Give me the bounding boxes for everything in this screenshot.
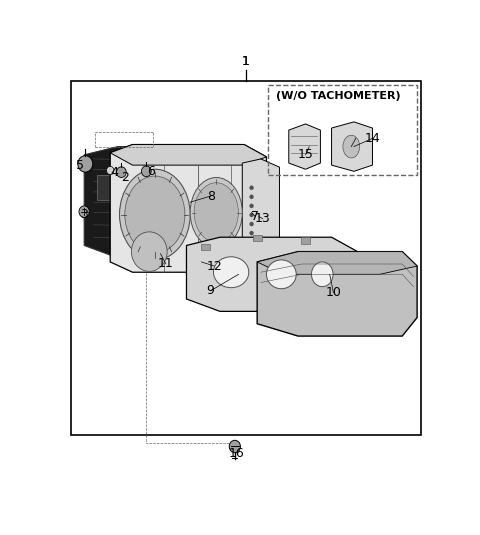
Circle shape xyxy=(229,440,240,453)
Polygon shape xyxy=(110,144,266,165)
Polygon shape xyxy=(242,159,279,254)
Ellipse shape xyxy=(120,169,190,260)
Ellipse shape xyxy=(125,176,185,253)
Text: 8: 8 xyxy=(207,189,215,203)
Text: 7: 7 xyxy=(252,210,259,223)
Bar xyxy=(142,178,179,207)
Text: 5: 5 xyxy=(76,159,84,172)
Text: 15: 15 xyxy=(298,148,313,162)
Text: 4: 4 xyxy=(110,166,118,179)
Text: 12: 12 xyxy=(206,259,222,272)
Polygon shape xyxy=(110,144,266,272)
Bar xyxy=(252,235,262,241)
Bar xyxy=(301,237,310,244)
Bar xyxy=(71,81,421,435)
Circle shape xyxy=(250,222,253,226)
Text: 6: 6 xyxy=(147,165,155,178)
Ellipse shape xyxy=(194,183,239,242)
Ellipse shape xyxy=(266,260,296,289)
Text: 3: 3 xyxy=(80,208,88,221)
Text: 9: 9 xyxy=(207,284,215,297)
Ellipse shape xyxy=(214,257,249,288)
Text: 1: 1 xyxy=(242,55,250,68)
Text: (W/O TACHOMETER): (W/O TACHOMETER) xyxy=(276,91,400,101)
Ellipse shape xyxy=(343,135,360,158)
Polygon shape xyxy=(257,251,417,274)
Bar xyxy=(268,85,417,175)
Polygon shape xyxy=(84,147,242,258)
Bar xyxy=(190,178,220,204)
Text: 1: 1 xyxy=(242,55,250,68)
Circle shape xyxy=(79,206,89,217)
Polygon shape xyxy=(289,124,321,169)
Text: 14: 14 xyxy=(365,132,380,145)
Circle shape xyxy=(107,166,114,174)
Text: 11: 11 xyxy=(158,257,174,271)
Bar xyxy=(216,180,237,229)
Circle shape xyxy=(250,186,253,190)
Bar xyxy=(97,175,127,200)
Polygon shape xyxy=(186,237,358,311)
Circle shape xyxy=(250,195,253,199)
Ellipse shape xyxy=(312,262,333,287)
Text: 13: 13 xyxy=(255,212,271,225)
Circle shape xyxy=(250,231,253,235)
Circle shape xyxy=(250,213,253,217)
Text: 2: 2 xyxy=(121,171,129,184)
Circle shape xyxy=(250,204,253,208)
Ellipse shape xyxy=(190,178,242,248)
Bar xyxy=(201,244,210,250)
Text: 10: 10 xyxy=(325,286,341,299)
Circle shape xyxy=(142,166,151,177)
Polygon shape xyxy=(332,122,372,171)
Polygon shape xyxy=(257,251,417,336)
Circle shape xyxy=(117,167,126,178)
Text: 16: 16 xyxy=(229,447,245,460)
Circle shape xyxy=(78,156,93,172)
Ellipse shape xyxy=(132,232,167,271)
